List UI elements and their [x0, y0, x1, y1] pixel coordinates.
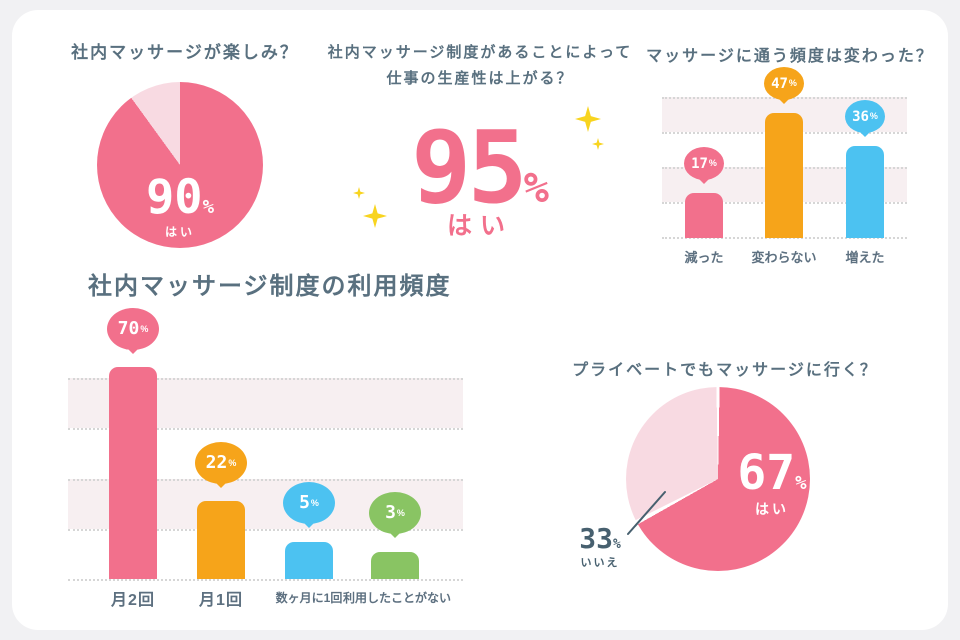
callout-unit: %: [612, 537, 621, 552]
bar-decreased: [685, 193, 723, 238]
bignum-title-line1: 社内マッサージ制度があることによって: [327, 44, 633, 61]
category-label-never-used: 利用したことがない: [342, 591, 451, 605]
pie2-value: 67: [737, 445, 796, 501]
freq-change-title: マッサージに通う頻度は変わった？: [646, 48, 934, 65]
bubble-value: 36: [852, 108, 869, 125]
bar-every-few-months: [285, 542, 333, 579]
bubble-unit: %: [310, 497, 319, 508]
callout-value: 33: [579, 522, 613, 555]
value-bubble-twice-monthly: 70%: [107, 308, 159, 350]
pie1-answer: はい: [164, 225, 195, 239]
bubble-unit: %: [396, 507, 405, 518]
category-label-every-few-months: 数ヶ月に1回: [275, 591, 343, 605]
pie1-unit: %: [202, 196, 215, 218]
category-label-decreased: 減った: [684, 250, 724, 265]
pie2-title: プライベートでもマッサージに行く？: [572, 362, 878, 379]
bubble-unit: %: [869, 111, 878, 121]
bubble-value: 70: [117, 318, 140, 339]
bubble-unit: %: [788, 78, 797, 88]
pie1-anticipation: 90% はい: [97, 82, 263, 248]
pie1-value: 90: [145, 170, 203, 225]
category-label-once-monthly: 月1回: [199, 592, 243, 609]
pie2-center-label: 67% はい: [720, 449, 824, 516]
pie1-title: 社内マッサージが楽しみ？: [71, 43, 299, 62]
bignum-title-line2: 仕事の生産性は上がる？: [386, 70, 574, 87]
value-bubble-decreased: 17%: [684, 147, 724, 180]
bar-twice-monthly: [109, 367, 157, 579]
bignum-value: 95: [411, 109, 527, 226]
pie2-callout-label: 33% いいえ: [560, 525, 640, 569]
gridline: [68, 428, 463, 430]
category-label-unchanged: 変わらない: [751, 250, 817, 265]
bignum-title: 社内マッサージ制度があることによって 仕事の生産性は上がる？: [320, 40, 640, 92]
gridline: [68, 479, 463, 481]
value-bubble-never-used: 3%: [369, 492, 421, 534]
pie1-center-label: 90% はい: [97, 174, 263, 238]
value-bubble-increased: 36%: [845, 100, 885, 133]
category-label-increased: 増えた: [845, 250, 885, 265]
callout-answer: いいえ: [580, 557, 620, 569]
gridline: [68, 579, 463, 581]
bar-increased: [846, 146, 884, 238]
bubble-unit: %: [708, 158, 717, 168]
gridline: [68, 529, 463, 531]
bignum-answer: はい: [446, 212, 513, 240]
pie2-unit: %: [795, 472, 807, 494]
bignum-value-block: 95%: [330, 118, 630, 218]
bignum-unit: %: [523, 163, 549, 212]
usage-title: 社内マッサージ制度の利用頻度: [88, 273, 452, 300]
bubble-value: 5: [299, 492, 310, 513]
bar-once-monthly: [197, 501, 245, 579]
bar-unchanged: [765, 113, 803, 238]
bubble-value: 3: [385, 502, 396, 523]
bubble-unit: %: [140, 323, 149, 334]
bar-never-used: [371, 552, 419, 579]
gridline: [68, 378, 463, 380]
pie2-answer: はい: [755, 501, 789, 517]
bubble-value: 22: [205, 452, 228, 473]
callout-connector-line: [627, 491, 666, 535]
pie2-private-massage: 67% はい: [626, 387, 810, 571]
value-bubble-every-few-months: 5%: [283, 482, 335, 524]
gridline: [662, 237, 907, 239]
category-label-twice-monthly: 月2回: [111, 592, 155, 609]
bubble-value: 17: [691, 155, 708, 172]
bubble-unit: %: [228, 457, 237, 468]
value-bubble-once-monthly: 22%: [195, 442, 247, 484]
value-bubble-unchanged: 47%: [764, 67, 804, 100]
bubble-value: 47: [771, 75, 788, 92]
